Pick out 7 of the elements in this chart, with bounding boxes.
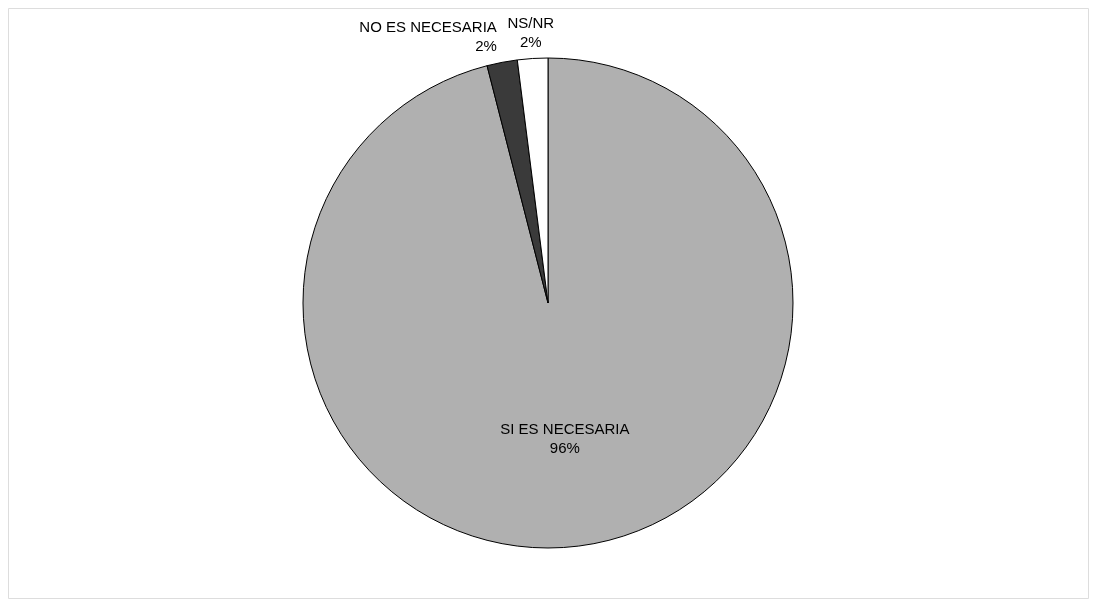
data-label: 2% bbox=[520, 32, 542, 50]
data-label: 2% bbox=[475, 36, 497, 54]
data-label: 96% bbox=[549, 438, 580, 456]
pie-slice bbox=[302, 57, 794, 549]
slice-label: SI ES NECESARIA bbox=[500, 419, 630, 437]
slice-label: NS/NR bbox=[507, 13, 555, 31]
slice-label: NO ES NECESARIA bbox=[359, 17, 497, 35]
